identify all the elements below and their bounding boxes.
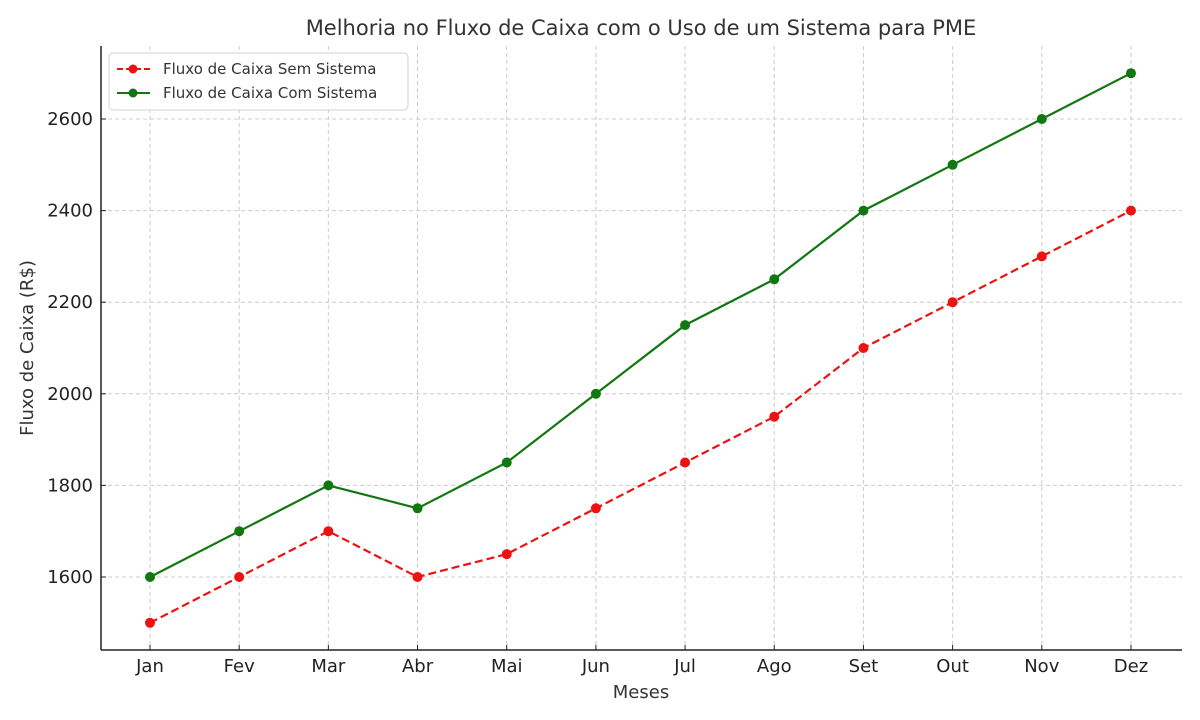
data-point-marker [858, 343, 869, 353]
data-point-marker [769, 274, 780, 285]
y-tick-label: 2400 [47, 201, 93, 222]
data-point-marker [590, 503, 601, 514]
x-tick-label: Set [849, 656, 879, 677]
x-tick-label: Jan [135, 656, 164, 677]
y-tick-label: 1600 [47, 567, 93, 588]
y-axis-label: Fluxo de Caixa (R$) [17, 260, 38, 436]
legend-item-sem-sistema: Fluxo de Caixa Sem Sistema [117, 60, 376, 78]
data-point-marker [680, 457, 691, 468]
x-tick-label: Mar [311, 656, 346, 677]
data-point-marker [1036, 114, 1047, 124]
data-series [145, 68, 1136, 628]
x-axis-label: Meses [613, 682, 669, 703]
data-point-marker [947, 159, 958, 170]
legend: Fluxo de Caixa Sem Sistema Fluxo de Caix… [108, 52, 409, 111]
data-point-marker [680, 320, 691, 331]
legend-box [108, 52, 409, 111]
data-point-marker [501, 457, 512, 468]
data-point-marker [234, 572, 245, 582]
data-point-marker [1125, 68, 1136, 79]
y-tick-label: 1800 [47, 475, 93, 496]
data-point-marker [412, 572, 423, 582]
x-tick-label: Jul [673, 656, 696, 677]
data-point-marker [769, 411, 780, 422]
data-point-marker [145, 617, 155, 628]
series-line [149, 72, 1132, 578]
chart-title: Melhoria no Fluxo de Caixa com o Uso de … [306, 16, 977, 40]
tick-labels: Jan Fev Mar Abr Mai Jun Jul Ago Set Out Nov Dez 1600… [47, 109, 1148, 677]
data-point-marker [590, 388, 601, 399]
data-point-marker [412, 503, 423, 514]
legend-label: Fluxo de Caixa Sem Sistema [163, 60, 376, 78]
series-line [149, 209, 1132, 624]
x-tick-label: Fev [224, 656, 255, 677]
data-point-marker [323, 526, 334, 537]
x-tick-label: Dez [1114, 656, 1148, 677]
data-point-marker [145, 572, 155, 582]
y-tick-label: 2000 [47, 384, 93, 405]
legend-marker-icon [128, 88, 138, 98]
legend-marker-icon [128, 64, 138, 74]
grid-lines [101, 46, 1182, 650]
y-tick-label: 2200 [47, 292, 93, 313]
series-sem-sistema [145, 205, 1136, 628]
x-tick-label: Nov [1024, 656, 1059, 677]
x-tick-label: Mai [491, 656, 523, 677]
x-tick-label: Jun [581, 656, 610, 677]
data-point-marker [234, 526, 245, 537]
x-tick-label: Abr [402, 656, 434, 677]
y-tick-label: 2600 [47, 109, 93, 130]
data-point-marker [947, 297, 958, 308]
x-tick-label: Ago [757, 656, 792, 677]
axes [100, 46, 1182, 651]
data-point-marker [1125, 205, 1136, 216]
series-com-sistema [145, 68, 1136, 582]
data-point-marker [501, 549, 512, 560]
legend-label: Fluxo de Caixa Com Sistema [163, 84, 377, 102]
data-point-marker [323, 480, 334, 491]
data-point-marker [1036, 251, 1047, 262]
x-tick-label: Out [936, 656, 969, 677]
legend-item-com-sistema: Fluxo de Caixa Com Sistema [117, 84, 377, 102]
data-point-marker [858, 205, 869, 216]
